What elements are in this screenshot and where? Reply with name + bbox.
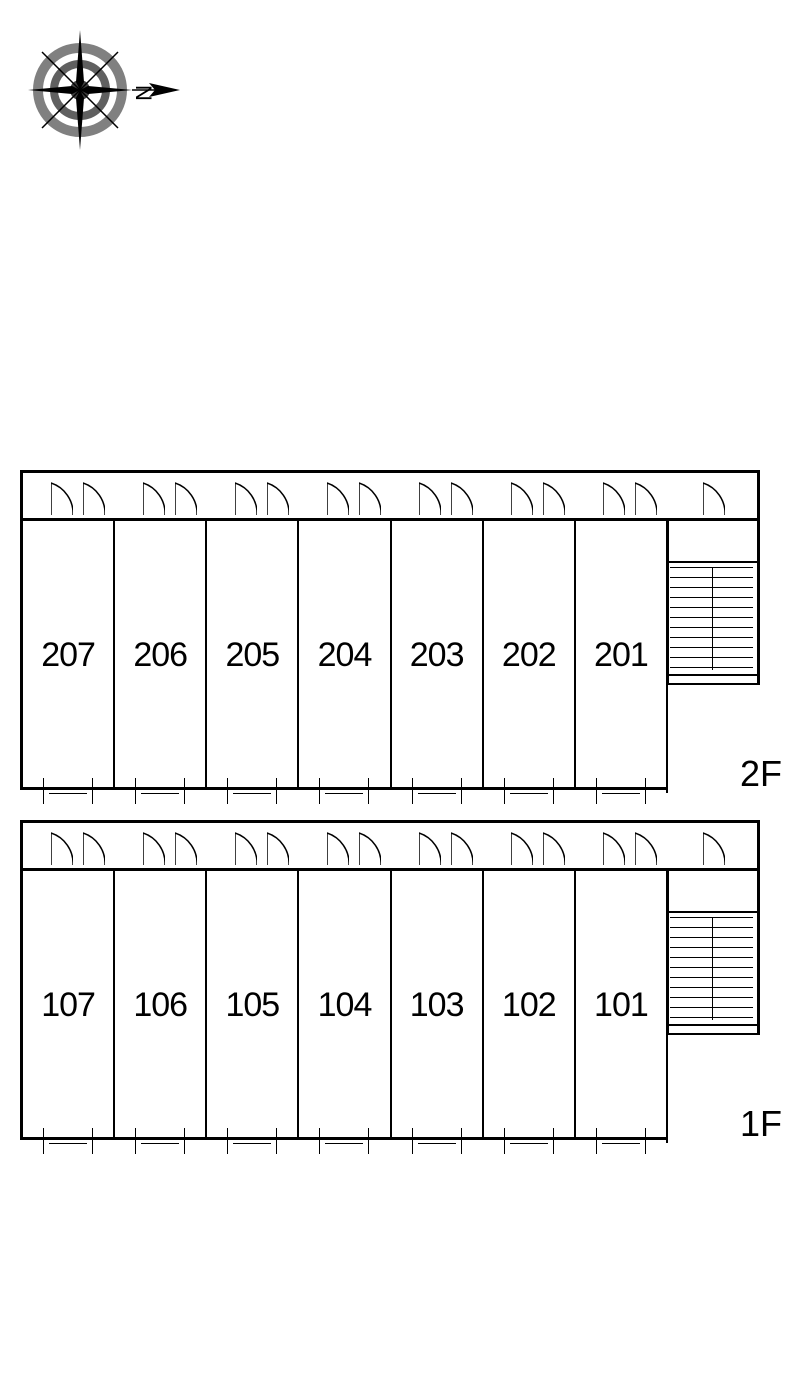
unit-label: 201	[594, 636, 648, 675]
unit-203: 203	[392, 521, 484, 790]
unit-202: 202	[484, 521, 576, 790]
unit-204: 204	[299, 521, 391, 790]
stairs-icon	[666, 911, 757, 1026]
unit-label: 204	[318, 636, 372, 675]
units-row-2f: 207 206 205 204 203 202 201	[23, 521, 669, 790]
svg-text:N: N	[131, 85, 156, 101]
unit-103: 103	[392, 871, 484, 1140]
stairs-icon	[666, 561, 757, 676]
floor-2: 207 206 205 204 203 202 201 2F	[20, 470, 780, 790]
unit-106: 106	[115, 871, 207, 1140]
unit-label: 102	[502, 986, 556, 1025]
building-layout: 207 206 205 204 203 202 201 2F	[20, 470, 780, 1170]
unit-104: 104	[299, 871, 391, 1140]
unit-label: 104	[318, 986, 372, 1025]
unit-label: 105	[225, 986, 279, 1025]
unit-label: 106	[133, 986, 187, 1025]
unit-label: 203	[410, 636, 464, 675]
unit-label: 207	[41, 636, 95, 675]
unit-102: 102	[484, 871, 576, 1140]
unit-107: 107	[23, 871, 115, 1140]
unit-label: 107	[41, 986, 95, 1025]
stairwell-2f	[666, 521, 757, 790]
corridor-2f	[23, 473, 757, 521]
unit-101: 101	[576, 871, 669, 1140]
unit-206: 206	[115, 521, 207, 790]
unit-105: 105	[207, 871, 299, 1140]
stairwell-1f	[666, 871, 757, 1140]
corridor-1f	[23, 823, 757, 871]
floor-label-1f: 1F	[740, 1103, 782, 1145]
unit-label: 206	[133, 636, 187, 675]
unit-205: 205	[207, 521, 299, 790]
units-row-1f: 107 106 105 104 103 102 101	[23, 871, 669, 1140]
floor-1: 107 106 105 104 103 102 101 1F	[20, 820, 780, 1140]
unit-207: 207	[23, 521, 115, 790]
unit-label: 205	[225, 636, 279, 675]
unit-label: 101	[594, 986, 648, 1025]
unit-label: 103	[410, 986, 464, 1025]
compass-rose: N	[25, 25, 195, 160]
unit-201: 201	[576, 521, 669, 790]
unit-label: 202	[502, 636, 556, 675]
floor-label-2f: 2F	[740, 753, 782, 795]
